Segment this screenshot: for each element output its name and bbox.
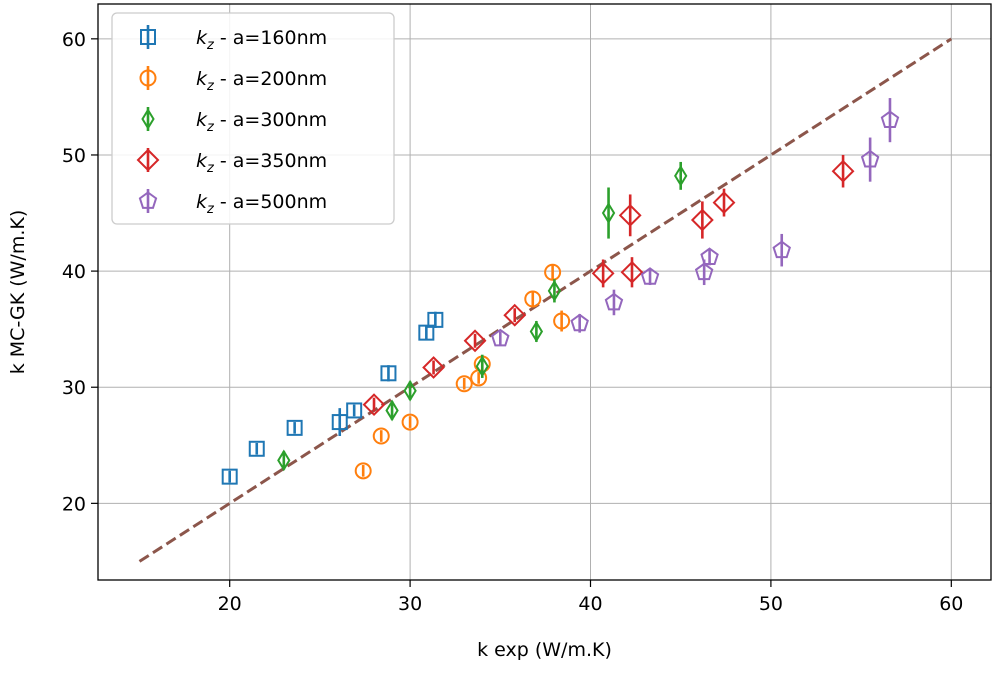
- legend-box: [111, 12, 395, 225]
- series-layer: [221, 98, 900, 485]
- data-point: [286, 419, 303, 436]
- data-point: [700, 247, 719, 266]
- data-point: [712, 191, 736, 214]
- legend-label-subscript: z: [206, 202, 215, 217]
- data-point: [570, 313, 589, 332]
- data-point: [674, 164, 688, 187]
- data-point: [618, 203, 642, 227]
- x-tick-label: 20: [218, 593, 242, 615]
- series-3: [362, 154, 855, 417]
- data-point: [221, 468, 238, 485]
- legend-marker: [139, 69, 157, 87]
- data-point: [380, 365, 397, 382]
- legend-label: kz - a=300nm: [196, 109, 327, 135]
- data-point: [529, 320, 544, 343]
- data-point: [544, 263, 562, 281]
- data-point: [422, 356, 445, 379]
- y-tick-label: 60: [62, 29, 86, 51]
- legend-label-subscript: z: [206, 161, 215, 176]
- data-point: [403, 379, 417, 402]
- data-point: [547, 279, 562, 302]
- data-point: [491, 328, 510, 347]
- data-point: [401, 413, 419, 431]
- data-point: [860, 149, 880, 168]
- legend-label-text: - a=500nm: [214, 191, 327, 213]
- data-point: [354, 462, 372, 480]
- legend-entry: kz - a=160nm: [140, 25, 327, 53]
- legend-label-symbol: k: [196, 109, 208, 131]
- data-point: [591, 262, 615, 285]
- series-4: [491, 98, 900, 347]
- data-point: [772, 240, 791, 259]
- legend-label: kz - a=350nm: [196, 150, 327, 176]
- x-tick-label: 60: [939, 593, 963, 615]
- legend-marker: [141, 108, 155, 130]
- data-point: [694, 262, 714, 281]
- legend-label-subscript: z: [206, 120, 215, 135]
- data-point: [880, 110, 900, 129]
- x-tick-label: 50: [759, 593, 783, 615]
- y-tick-label: 50: [62, 145, 86, 167]
- legend-entry: kz - a=200nm: [139, 66, 327, 94]
- data-point: [331, 414, 348, 431]
- series-0: [221, 311, 444, 485]
- legend-marker: [136, 148, 160, 172]
- axis-ticks: 20 30 40 50 60 20 30 40 50 60: [62, 29, 964, 615]
- plot-frame: [97, 3, 992, 581]
- data-point: [463, 329, 487, 353]
- data-point: [455, 375, 473, 393]
- reference-line-layer: [138, 37, 953, 563]
- data-point: [475, 355, 489, 378]
- data-point: [524, 290, 542, 308]
- legend-label-symbol: k: [196, 27, 208, 49]
- legend-entry: kz - a=500nm: [138, 189, 327, 217]
- x-tick-label: 30: [398, 593, 422, 615]
- series-2: [277, 161, 688, 472]
- data-point: [418, 324, 435, 341]
- data-point: [604, 292, 624, 311]
- legend-entry: kz - a=350nm: [136, 148, 327, 176]
- data-point: [385, 399, 399, 422]
- legend-label-subscript: z: [206, 79, 215, 94]
- legend-label-symbol: k: [196, 68, 208, 90]
- x-axis-label: k exp (W/m.K): [477, 639, 612, 661]
- legend-entry: kz - a=300nm: [141, 107, 327, 135]
- data-point: [427, 311, 444, 328]
- legend-marker: [138, 191, 158, 209]
- data-point: [248, 440, 265, 457]
- data-point: [620, 260, 644, 284]
- data-point: [640, 267, 660, 285]
- legend-label-subscript: z: [206, 38, 215, 53]
- y-tick-label: 20: [62, 493, 86, 515]
- data-point: [362, 393, 386, 417]
- legend-label-text: - a=160nm: [214, 27, 327, 49]
- legend-label-text: - a=300nm: [214, 109, 327, 131]
- reference-line: [138, 37, 953, 563]
- data-point: [831, 159, 855, 183]
- legend-label-text: - a=200nm: [214, 68, 327, 90]
- data-point: [601, 202, 616, 224]
- data-point: [346, 402, 363, 419]
- x-tick-label: 40: [578, 593, 602, 615]
- y-tick-label: 40: [62, 261, 86, 283]
- y-axis-label: k MC-GK (W/m.K): [7, 210, 29, 375]
- data-point: [503, 303, 527, 327]
- legend-marker: [140, 29, 156, 45]
- legend-label: kz - a=200nm: [196, 68, 327, 94]
- y-tick-label: 30: [62, 377, 86, 399]
- legend-label-symbol: k: [196, 191, 208, 213]
- legend-label: kz - a=500nm: [196, 191, 327, 217]
- data-point: [690, 208, 714, 232]
- legend-label-symbol: k: [196, 150, 208, 172]
- data-point: [277, 449, 291, 472]
- legend-label: kz - a=160nm: [196, 27, 327, 53]
- legend-label-text: - a=350nm: [214, 150, 327, 172]
- data-point: [372, 427, 390, 445]
- data-point: [553, 312, 571, 330]
